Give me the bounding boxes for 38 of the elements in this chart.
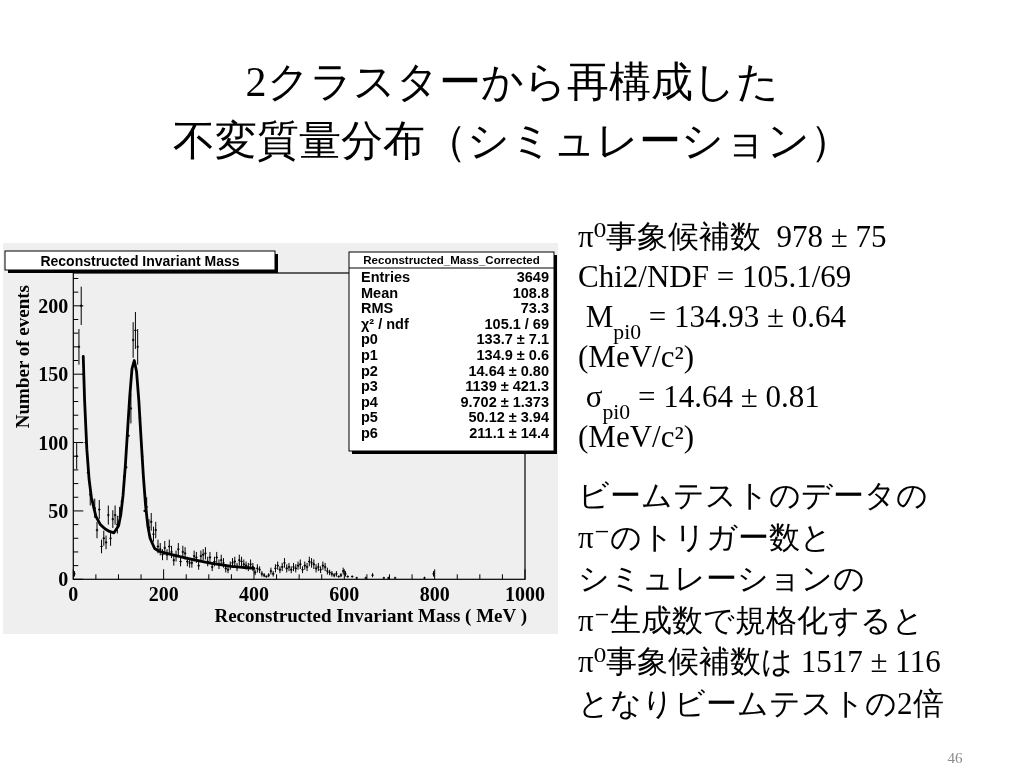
text: p4 9.702 ± 1.373 (361, 393, 549, 410)
text: σ$_{pi0}$ = 14.64 ± 0.81 (578, 379, 820, 424)
text: p1 134.9 ± 0.6 (361, 347, 549, 363)
x-tick-label: 800 (419, 583, 450, 605)
text: RMS 73.3 (361, 300, 549, 317)
chart-subtitle: 不変質量分布（シミュレーション） (172, 118, 852, 164)
text: π⁰事象候補数は 1517 ± 116 (578, 644, 941, 679)
text: M$_{pi0}$ = 134.93 ± 0.64 (578, 299, 847, 344)
chart-title: 2クラスターから再構成した (245, 59, 779, 105)
x-tick-label: 1000 (505, 583, 545, 605)
text: p0 133.7 ± 7.1 (361, 331, 549, 348)
text: χ² / ndf 105.1 / 69 (361, 315, 549, 332)
text: p5 50.12 ± 3.94 (361, 409, 549, 426)
x-tick-label: 200 (148, 583, 179, 605)
text: Chi2/NDF = 105.1/69 (578, 259, 852, 294)
y-tick-label: 200 (38, 294, 69, 317)
x-tick-label: 600 (329, 583, 360, 605)
text: p2 14.64 ± 0.80 (361, 362, 549, 379)
y-tick-label: 150 (38, 363, 69, 386)
text: シミュレーションの (578, 561, 865, 596)
text: π⁰事象候補数 978 ± 75 (578, 219, 887, 254)
text: Mean 108.8 (361, 284, 549, 301)
text: p6 211.1 ± 14.4 (361, 425, 549, 441)
text: π⁻生成数で規格化すると (578, 602, 925, 638)
y-axis-title: Number of events (12, 285, 33, 429)
text: Reconstructed Invariant Mass (40, 253, 240, 269)
y-tick-label: 50 (48, 499, 69, 522)
y-tick-label: 100 (38, 431, 69, 454)
text: Reconstructed_Mass_Corrected (363, 254, 540, 266)
text: Entries 3649 (361, 269, 549, 285)
text: 46 (947, 750, 963, 766)
text: π⁻のトリガー数と (578, 519, 833, 555)
text: p3 1139 ± 421.3 (361, 378, 549, 395)
text: となりビームテストの2倍 (578, 685, 944, 721)
y-tick-label: 0 (58, 568, 69, 591)
x-tick-label: 400 (238, 583, 269, 605)
x-axis-title: Reconstructed Invariant Mass ( MeV ) (214, 605, 527, 627)
text: ビームテストのデータの (578, 478, 928, 513)
